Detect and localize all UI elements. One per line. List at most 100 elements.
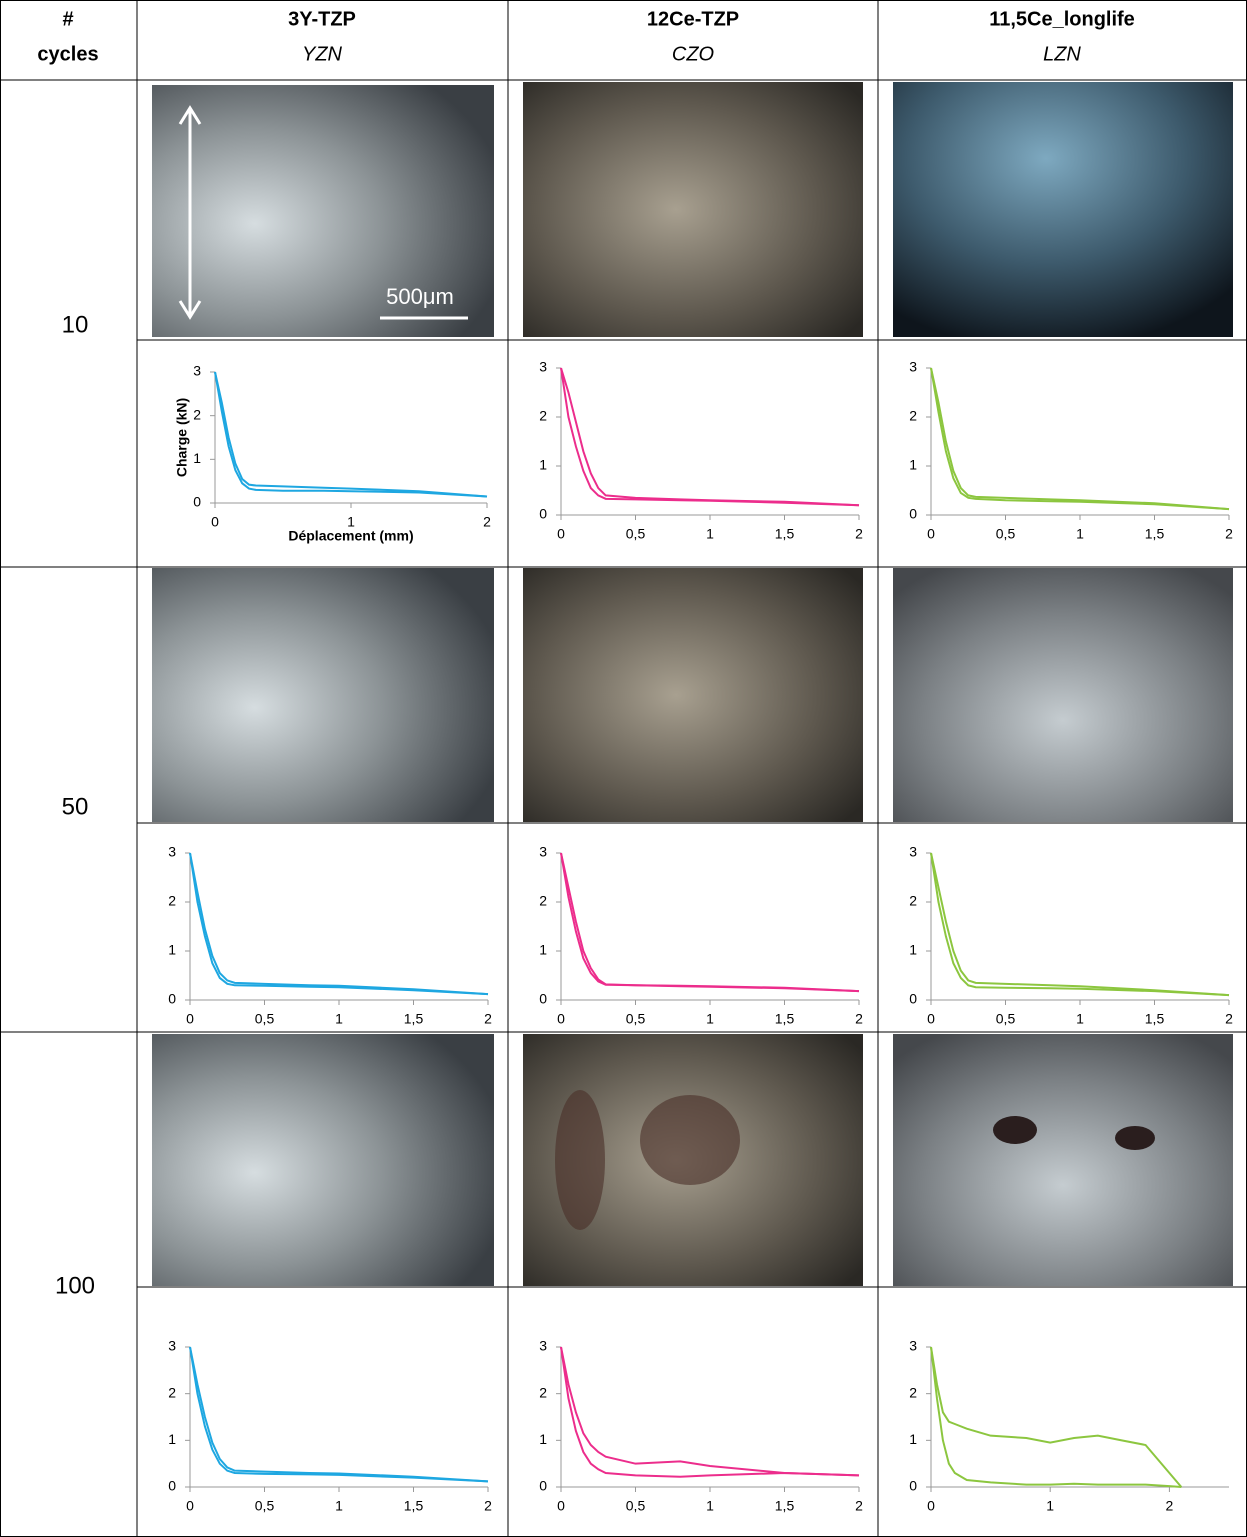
y-tick-label: 2 (168, 893, 176, 909)
curve (560, 367, 860, 507)
y-tick-label: 1 (168, 1431, 176, 1447)
header-cycles: cycles (37, 43, 98, 65)
y-tick-label: 0 (909, 991, 917, 1007)
x-tick-label: 2 (1225, 526, 1233, 542)
micrograph (523, 568, 863, 822)
x-tick-label: 2 (855, 1498, 863, 1514)
curve (930, 1346, 1182, 1488)
x-tick-label: 1 (706, 526, 714, 542)
x-tick-label: 1,5 (775, 1011, 795, 1027)
curve (189, 852, 489, 996)
y-tick-label: 0 (909, 1478, 917, 1494)
x-tick-label: 0,5 (626, 1011, 646, 1027)
x-tick-label: 1,5 (1145, 526, 1165, 542)
x-tick-label: 1 (1076, 1011, 1084, 1027)
y-tick-label: 3 (539, 359, 547, 375)
y-tick-label: 2 (539, 408, 547, 424)
x-tick-label: 0 (557, 1011, 565, 1027)
x-tick-label: 0 (211, 514, 219, 530)
y-tick-label: 3 (168, 844, 176, 860)
x-tick-label: 2 (484, 1011, 492, 1027)
x-tick-label: 0,5 (996, 1011, 1016, 1027)
y-tick-label: 1 (539, 457, 547, 473)
header-cycles: # (62, 8, 73, 30)
x-tick-label: 2 (1166, 1498, 1174, 1514)
x-tick-label: 1 (335, 1011, 343, 1027)
y-tick-label: 0 (539, 1478, 547, 1494)
arrow-head (178, 105, 202, 125)
y-tick-label: 2 (168, 1384, 176, 1400)
micrograph (893, 568, 1233, 822)
curve (930, 852, 1230, 997)
micrograph (893, 1034, 1233, 1286)
y-tick-label: 1 (193, 450, 201, 466)
x-tick-label: 0,5 (255, 1011, 275, 1027)
x-tick-label: 1 (706, 1498, 714, 1514)
x-tick-label: 0 (557, 526, 565, 542)
x-tick-label: 1,5 (775, 526, 795, 542)
x-tick-label: 0 (927, 526, 935, 542)
x-tick-label: 0 (927, 1011, 935, 1027)
y-tick-label: 2 (539, 1384, 547, 1400)
curve (930, 367, 1230, 511)
y-tick-label: 3 (168, 1338, 176, 1354)
micrograph (152, 568, 494, 822)
x-tick-label: 0,5 (996, 526, 1016, 542)
x-tick-label: 0 (186, 1498, 194, 1514)
x-tick-label: 2 (855, 526, 863, 542)
x-tick-label: 0,5 (255, 1498, 275, 1514)
curve (214, 371, 488, 498)
column-code: LZN (1043, 43, 1081, 65)
x-tick-label: 1 (706, 1011, 714, 1027)
column-code: YZN (302, 43, 343, 65)
y-tick-label: 0 (168, 991, 176, 1007)
y-tick-label: 1 (539, 942, 547, 958)
damage-spot (555, 1090, 605, 1230)
micrograph (152, 85, 494, 337)
x-tick-label: 2 (483, 514, 491, 530)
y-tick-label: 3 (909, 359, 917, 375)
column-code: CZO (672, 43, 714, 65)
curve (930, 852, 1230, 997)
x-tick-label: 2 (484, 1498, 492, 1514)
y-tick-label: 1 (539, 1431, 547, 1447)
y-tick-label: 1 (909, 1431, 917, 1447)
micrographs: 500μm (152, 82, 1233, 1286)
x-tick-label: 0 (557, 1498, 565, 1514)
x-tick-label: 0,5 (626, 526, 646, 542)
curve (930, 1346, 1183, 1488)
damage-spot (640, 1095, 740, 1185)
curve (560, 1346, 860, 1478)
y-tick-label: 3 (539, 844, 547, 860)
x-tick-label: 0 (186, 1011, 194, 1027)
arrow-head (178, 300, 202, 320)
y-tick-label: 2 (909, 1384, 917, 1400)
cycle-count: 10 (62, 311, 89, 338)
x-tick-label: 1 (335, 1498, 343, 1514)
y-tick-label: 0 (909, 506, 917, 522)
y-tick-label: 2 (909, 893, 917, 909)
x-tick-label: 1 (1046, 1498, 1054, 1514)
x-tick-label: 2 (1225, 1011, 1233, 1027)
y-tick-label: 0 (193, 494, 201, 510)
y-tick-label: 2 (539, 893, 547, 909)
y-tick-label: 0 (539, 991, 547, 1007)
micrograph (523, 82, 863, 337)
y-axis-title: Charge (kN) (174, 398, 190, 477)
y-tick-label: 1 (909, 942, 917, 958)
curve (560, 852, 860, 993)
x-tick-label: 1 (347, 514, 355, 530)
curve (214, 371, 488, 498)
y-tick-label: 2 (193, 406, 201, 422)
column-name: 3Y-TZP (288, 8, 356, 30)
x-tick-label: 1 (1076, 526, 1084, 542)
curve (189, 852, 489, 996)
y-tick-label: 0 (539, 506, 547, 522)
cycle-count: 100 (55, 1272, 95, 1299)
column-name: 12Ce-TZP (647, 8, 739, 30)
curve (930, 367, 1230, 511)
x-tick-label: 2 (855, 1011, 863, 1027)
x-tick-label: 1,5 (1145, 1011, 1165, 1027)
x-tick-label: 1,5 (404, 1011, 424, 1027)
